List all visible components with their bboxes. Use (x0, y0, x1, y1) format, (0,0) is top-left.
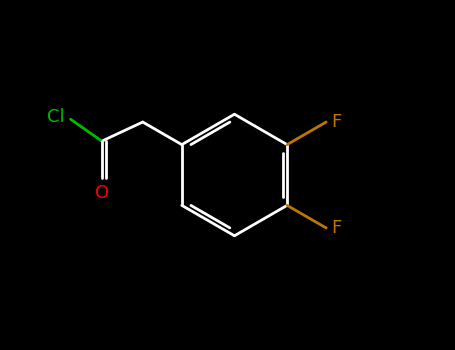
Text: Cl: Cl (47, 108, 64, 126)
Text: O: O (95, 184, 109, 202)
Text: F: F (331, 113, 342, 131)
Text: F: F (331, 219, 342, 237)
